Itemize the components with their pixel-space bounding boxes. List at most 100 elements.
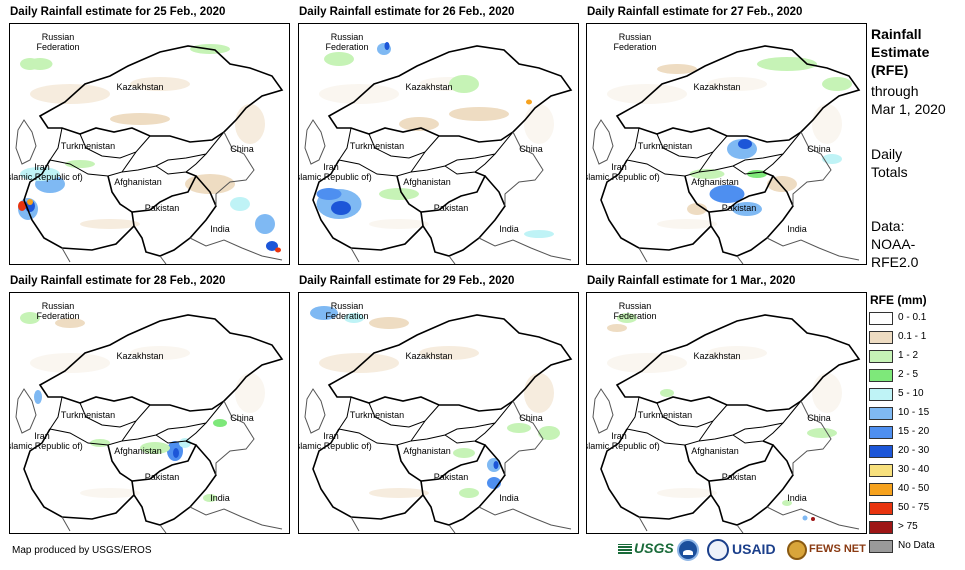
legend-item: 40 - 50: [869, 482, 965, 498]
country-border: [766, 506, 860, 530]
legend-swatch: [869, 331, 893, 344]
rainfall-patch: [449, 107, 509, 121]
label-china: China: [519, 144, 543, 154]
country-border: [592, 388, 614, 434]
side-heading-line1: Rainfall: [871, 26, 922, 42]
country-border: [350, 247, 456, 264]
country-border: [732, 422, 784, 444]
country-border: [15, 388, 37, 434]
legend-item: No Data: [869, 539, 965, 555]
rainfall-patch: [55, 318, 85, 328]
country-border: [444, 422, 496, 444]
rainfall-patch: [689, 169, 725, 179]
rainfall-patch: [230, 197, 250, 211]
rainfall-patch: [707, 77, 767, 91]
legend-label: 1 - 2: [898, 350, 919, 361]
noaa-logo-icon: [677, 539, 699, 561]
label-pakistan: Pakistan: [145, 472, 180, 482]
country-border: [478, 506, 572, 530]
panel-title-5: Daily Rainfall estimate for 29 Feb., 202…: [299, 275, 515, 287]
rainfall-patch: [811, 517, 815, 521]
label-russia: Russian: [331, 301, 364, 311]
rainfall-patch: [607, 324, 627, 332]
country-border: [23, 159, 135, 251]
usaid-logo-text: USAID: [732, 541, 776, 557]
legend-label: 2 - 5: [898, 369, 919, 380]
country-border: [638, 247, 744, 264]
country-border: [626, 396, 714, 446]
label-russia: Russian: [331, 32, 364, 42]
country-border: [626, 127, 714, 177]
label-india: India: [499, 493, 519, 503]
label-russia: Russian: [619, 32, 652, 42]
country-border: [420, 175, 506, 257]
rainfall-patch: [34, 390, 42, 404]
legend-swatch: [869, 483, 893, 496]
usgs-wave-icon: [618, 544, 632, 555]
legend-swatch: [869, 464, 893, 477]
country-border: [478, 237, 572, 261]
rainfall-patch: [30, 84, 110, 104]
country-border: [410, 131, 514, 173]
panel-title-2: Daily Rainfall estimate for 26 Feb., 202…: [299, 6, 515, 18]
side-heading-line3: (RFE): [871, 62, 909, 78]
rainfall-patch: [235, 373, 265, 413]
rainfall-patch: [344, 313, 364, 323]
label-kazakhstan: Kazakhstan: [116, 351, 163, 361]
legend-item: 2 - 5: [869, 368, 965, 384]
rainfall-patch: [738, 139, 752, 149]
country-border: [38, 45, 284, 143]
country-border: [304, 388, 326, 434]
legend-item: 20 - 30: [869, 444, 965, 460]
label-china: China: [230, 144, 254, 154]
label-iran-2: (Islamic Republic of): [299, 172, 372, 182]
label-kazakhstan: Kazakhstan: [405, 82, 452, 92]
rainfall-patch: [369, 219, 429, 229]
usgs-logo: USGS: [618, 540, 674, 556]
label-turkmenistan: Turkmenistan: [61, 410, 115, 420]
rainfall-patch: [275, 247, 281, 253]
country-border: [766, 237, 860, 261]
label-pakistan: Pakistan: [722, 472, 757, 482]
legend-label: 30 - 40: [898, 464, 930, 475]
country-border: [410, 400, 514, 442]
label-iran: Iran: [611, 162, 627, 172]
country-border: [61, 516, 167, 533]
side-totals-line2: Totals: [871, 164, 908, 180]
country-border: [338, 127, 426, 177]
legend-swatch: [869, 369, 893, 382]
label-turkmenistan: Turkmenistan: [350, 141, 404, 151]
rainfall-patch: [732, 202, 762, 216]
side-through-line1: through: [871, 83, 919, 99]
label-pakistan: Pakistan: [434, 472, 469, 482]
rainfall-patch: [20, 167, 60, 181]
label-india: India: [787, 224, 807, 234]
country-border: [420, 444, 506, 526]
rainfall-patch: [18, 201, 26, 211]
label-pakistan: Pakistan: [145, 203, 180, 213]
rainfall-patch: [617, 313, 637, 323]
legend-item: > 75: [869, 520, 965, 536]
side-data-source: Data: NOAA- RFE2.0: [871, 217, 918, 271]
label-turkmenistan: Turkmenistan: [61, 141, 115, 151]
rainfall-patch: [822, 154, 842, 164]
legend-item: 0.1 - 1: [869, 330, 965, 346]
country-border: [350, 516, 456, 533]
label-china: China: [230, 413, 254, 423]
legend-item: 30 - 40: [869, 463, 965, 479]
rainfall-patch: [807, 428, 837, 438]
rainfall-patch: [203, 494, 217, 502]
legend-label: > 75: [898, 521, 918, 532]
label-iran: Iran: [611, 431, 627, 441]
label-china: China: [519, 413, 543, 423]
map-credit: Map produced by USGS/EROS: [12, 545, 152, 556]
fewsnet-logo: FEWS NET: [809, 543, 866, 555]
rainfall-patch: [130, 346, 190, 360]
usaid-seal-icon: [707, 539, 729, 561]
